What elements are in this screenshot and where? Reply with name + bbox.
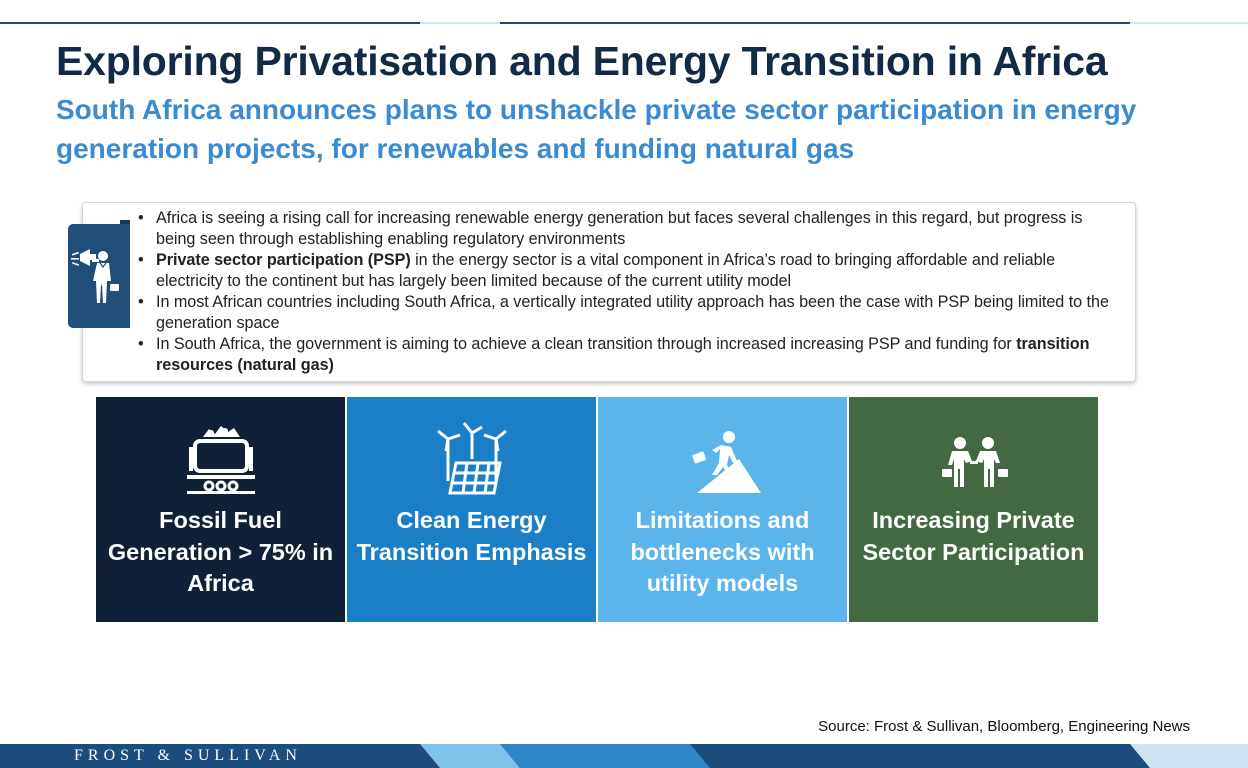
tile-label: Limitations and bottlenecks with utility… (630, 507, 815, 596)
megaphone-speaker-icon (71, 249, 119, 303)
bullet-item: • Private sector participation (PSP) in t… (138, 251, 1056, 290)
coal-cart-icon (186, 426, 255, 494)
tile-label: Clean Energy Transition Emphasis (356, 507, 587, 565)
tile-limitations: Limitations and bottlenecks with utility… (598, 397, 847, 622)
speaker-tab (68, 220, 130, 328)
bullet-panel (82, 202, 1136, 382)
tile-private-sector: Increasing Private Sector Participation (849, 397, 1098, 622)
tile-fossil-fuel: Fossil Fuel Generation > 75% in Africa (96, 397, 345, 622)
feature-tiles: Fossil Fuel Generation > 75% in Africa (96, 397, 1098, 622)
frost-sullivan-logo: FROST & SULLIVAN (74, 747, 302, 764)
footer-stripes (420, 744, 1248, 768)
bullet-item: • Africa is seeing a rising call for incr… (138, 209, 1083, 248)
tile-label: Increasing Private Sector Participation (862, 507, 1085, 565)
page-subtitle: South Africa announces plans to unshackl… (56, 94, 1137, 164)
business-handshake-icon (941, 437, 1008, 487)
source-note: Source: Frost & Sullivan, Bloomberg, Eng… (818, 718, 1190, 735)
tile-label: Fossil Fuel Generation > 75% in Africa (107, 507, 334, 596)
bullet-item: • In South Africa, the government is aimi… (138, 335, 1090, 374)
top-accent-line (0, 22, 1248, 24)
bullet-list: • Africa is seeing a rising call for incr… (138, 208, 1123, 376)
tile-clean-energy: Clean Energy Transition Emphasis (347, 397, 596, 622)
page-title: Exploring Privatisation and Energy Trans… (56, 38, 1108, 84)
wind-solar-icon (436, 422, 507, 495)
climbing-person-icon (691, 431, 761, 493)
footer-bar: FROST & SULLIVAN (0, 744, 1248, 768)
bullet-item: • In most African countries including Sou… (138, 293, 1109, 332)
